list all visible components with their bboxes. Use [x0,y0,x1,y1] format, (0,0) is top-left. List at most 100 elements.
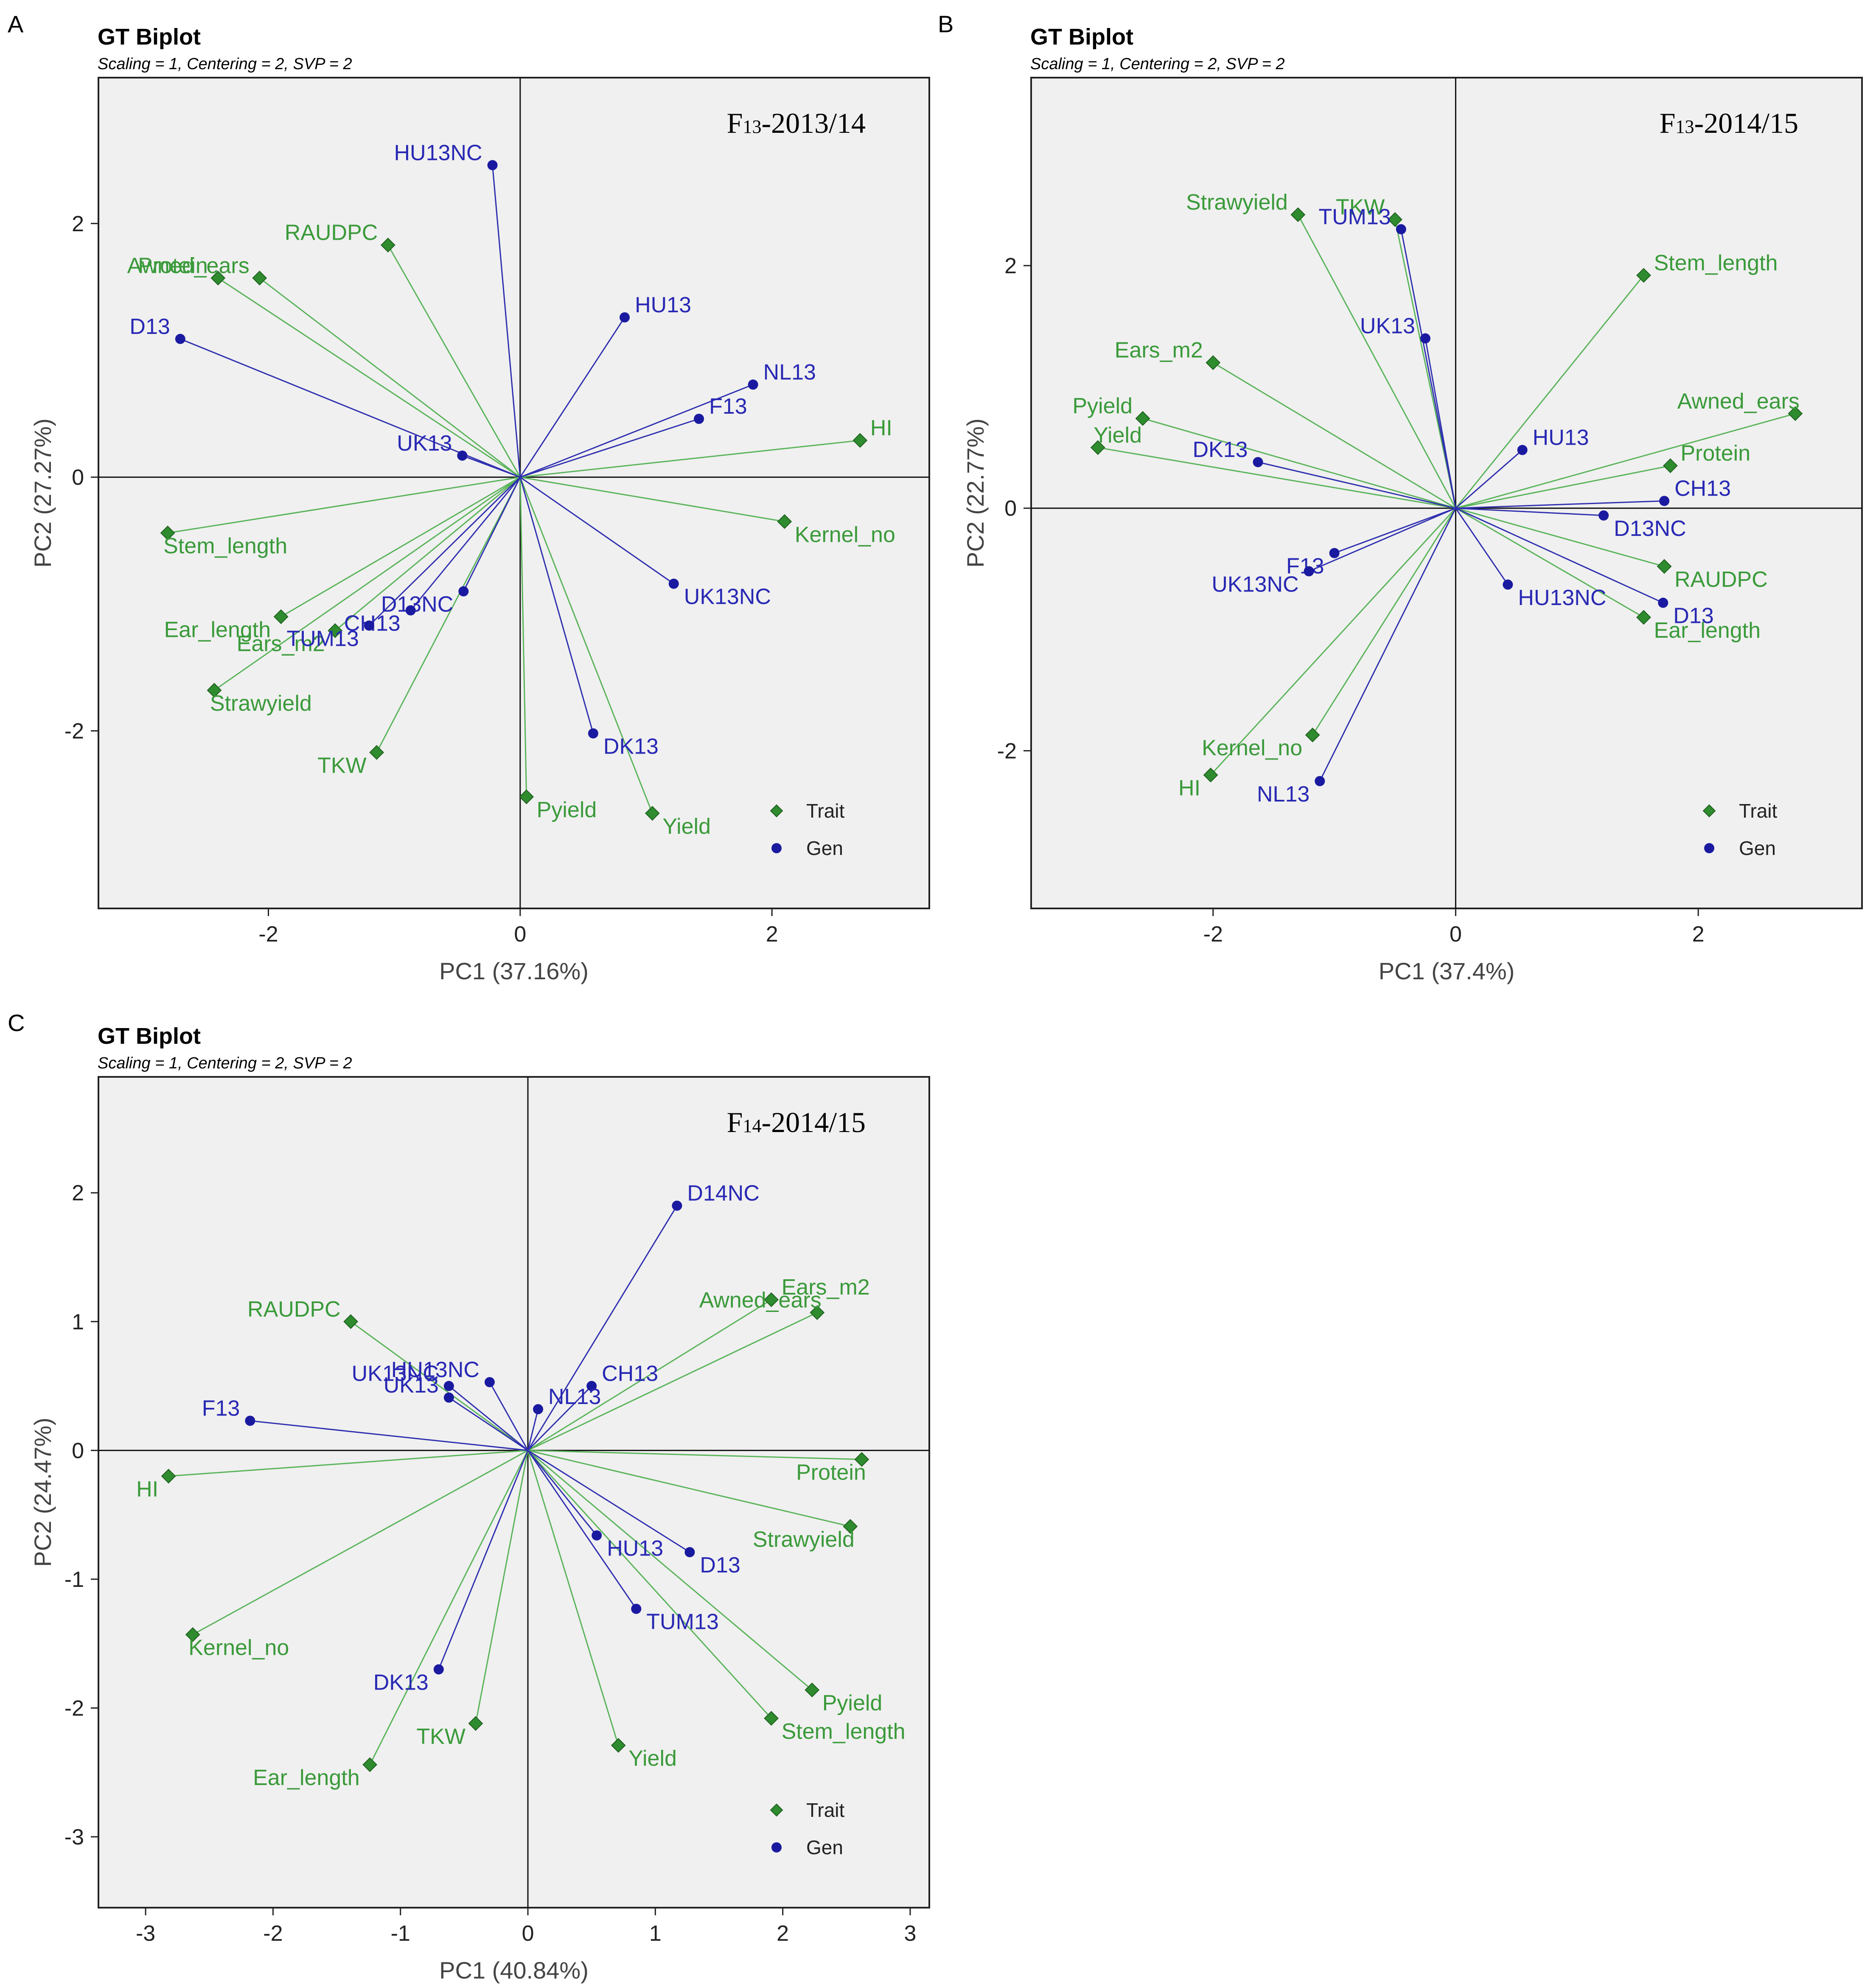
panel-c-legend-trait-label: Trait [806,1799,845,1821]
panel-a-trait-label-yield: Yield [662,814,711,839]
panel-b-trait-vector-pyield [1142,418,1456,509]
panel-a-trait-vector-hi [520,440,860,478]
panel-a-gen-marker-hu13 [620,312,630,322]
panel-a-gen-label-hu13: HU13 [635,293,691,317]
panel-c-trait-label-strawyield: Strawyield [753,1527,855,1552]
panel-b-trait-vector-strawyield [1297,214,1456,509]
panel-c-legend-trait-marker [770,1803,783,1817]
panel-c-trait-vector-ears_m2 [527,1299,772,1451]
panel-c-trait-label-stem_length: Stem_length [782,1719,906,1744]
panel-b-title: GT Biplot [1030,24,1133,50]
panel-c-trait-label-ear_length: Ear_length [253,1766,360,1790]
panel-c-trait-marker-stem_length [764,1711,779,1726]
panel-a-gen-vector-tum13 [368,476,521,626]
panel-c-x-tick-label: 0 [522,1921,534,1946]
panel-c-gen-marker-tum13 [631,1603,642,1614]
panel-b-trait-label-strawyield: Strawyield [1186,190,1288,215]
panel-c-gen-label-tum13: TUM13 [646,1610,718,1634]
panel-a-gen-vector-nl13 [520,384,754,478]
panel-c-gen-marker-hu13nc [484,1377,495,1387]
panel-c-trait-marker-strawyield [843,1519,858,1534]
panel-b-gen-label-hu13: HU13 [1533,426,1589,450]
panel-b-gen-marker-tum13 [1396,224,1406,235]
panel-b-trait-marker-hi [1203,768,1218,782]
panel-a-trait-marker-hi [852,433,868,448]
panel-c-trait-label-awned_ears: Awned_ears [699,1288,822,1313]
panel-c-gen-vector-d14nc [527,1205,678,1451]
panel-b-trait-label-tkw: TKW [1336,195,1385,219]
panel-c-trait-marker-pyield [805,1682,820,1698]
panel-c-x-tick-label: -2 [263,1921,283,1946]
panel-a-trait-label-ears_m2: Ears_m2 [237,631,325,656]
panel-c-x-tick-label: 1 [649,1921,662,1946]
panel-a-trait-label-protein: Protein [138,253,208,278]
panel-a-season-tag: F13-2013/14 [727,107,866,139]
panel-c-trait-vector-ear_length [369,1450,529,1765]
panel-c-gen-marker-d14nc [672,1200,682,1211]
panel-b-trait-label-yield: Yield [1094,423,1142,448]
panel-b-y-tick-label: 0 [1004,496,1017,521]
panel-a-plot-area [98,77,930,909]
panel-c-trait-vector-strawyield [527,1449,851,1527]
panel-a-trait-vector-kernel_no [520,476,785,522]
panel-b-gen-vector-uk13 [1425,338,1456,508]
panel-b-trait-vector-tkw [1394,219,1456,509]
panel-c-trait-vector-kernel_no [192,1450,528,1635]
panel-b-x-tick-label: 2 [1692,922,1705,947]
panel-a-trait-marker-kernel_no [777,514,792,529]
panel-c-gen-vector-d13 [527,1450,690,1553]
panel-b-gen-label-d13: D13 [1673,604,1713,628]
panel-a-trait-marker-ears_m2 [328,623,343,638]
panel-b-x-tick-label: -2 [1203,922,1223,947]
panel-c-gen-vector-nl13 [527,1409,539,1451]
panel-c-trait-vector-hi [168,1449,528,1477]
panel-c-gen-marker-hu13 [592,1530,602,1541]
panel-a-gen-vector-dk13 [519,477,594,734]
panel-c-y-tick-label: -2 [64,1696,84,1721]
panel-b-plot-area [1030,77,1863,909]
panel-c-gen-marker-uk13 [443,1392,454,1403]
panel-c-season-tag: F14-2014/15 [727,1106,866,1138]
panel-c-gen-vector-uk13 [449,1397,528,1451]
panel-c-gen-marker-dk13 [433,1664,444,1675]
panel-c-trait-label-hi: HI [136,1477,158,1502]
panel-b-trait-marker-protein [1663,458,1678,474]
panel-c-trait-label-ears_m2: Ears_m2 [782,1275,870,1300]
panel-b-gen-vector-dk13 [1258,461,1456,509]
panel-a-trait-vector-pyield [519,477,527,797]
panel-a-gen-vector-uk13 [462,455,521,478]
panel-b-gen-vector-hu13nc [1455,507,1509,585]
panel-b-gen-vector-d13 [1455,507,1663,604]
panel-c-plot-area [98,1076,930,1909]
panel-b-gen-marker-dk13 [1253,457,1263,468]
panel-c-trait-vector-yield [527,1450,619,1746]
panel-a-gen-marker-uk13 [457,450,468,461]
panel-a-trait-label-awned_ears: Awned_ears [127,253,250,278]
panel-a-trait-label-tkw: TKW [317,753,367,778]
panel-b-trait-label-pyield: Pyield [1072,394,1133,418]
panel-b-gen-marker-hu13 [1517,445,1528,455]
panel-b-season-tag: F13-2014/15 [1660,107,1798,139]
panel-c-gen-label-nl13: NL13 [548,1384,601,1409]
panel-b-gen-label-uk13: UK13 [1360,314,1415,339]
panel-c-gen-vector-uk13nc [448,1385,528,1451]
panel-letter-a: A [8,11,24,37]
panel-b-gen-label-dk13: DK13 [1192,437,1248,462]
panel-b-y-tick-label: 2 [1004,254,1017,278]
panel-b-plot-content: -2 0 2 -2 0 2 Strawyield TKW Stem_length Ears_m2 P… [997,78,1862,947]
panel-a-trait-label-strawyield: Strawyield [210,691,312,716]
panel-a-legend-gen-label: Gen [806,837,843,859]
panel-c-gen-label-hu13nc: HU13NC [391,1357,480,1382]
panel-c-trait-vector-tkw [475,1450,529,1724]
panel-c-trait-marker-protein [854,1452,869,1467]
panel-a-trait-label-stem_length: Stem_length [163,534,287,558]
panel-c-x-tick-label: -1 [391,1921,410,1946]
panel-letter-b: B [938,11,953,37]
panel-a-x-tick-label: 0 [514,922,526,947]
panel-b-gen-marker-f13 [1329,548,1340,558]
panel-a-gen-marker-uk13nc [668,578,679,589]
panel-c-y-tick-label: -3 [64,1825,84,1850]
panel-a-trait-label-hi: HI [870,416,892,440]
